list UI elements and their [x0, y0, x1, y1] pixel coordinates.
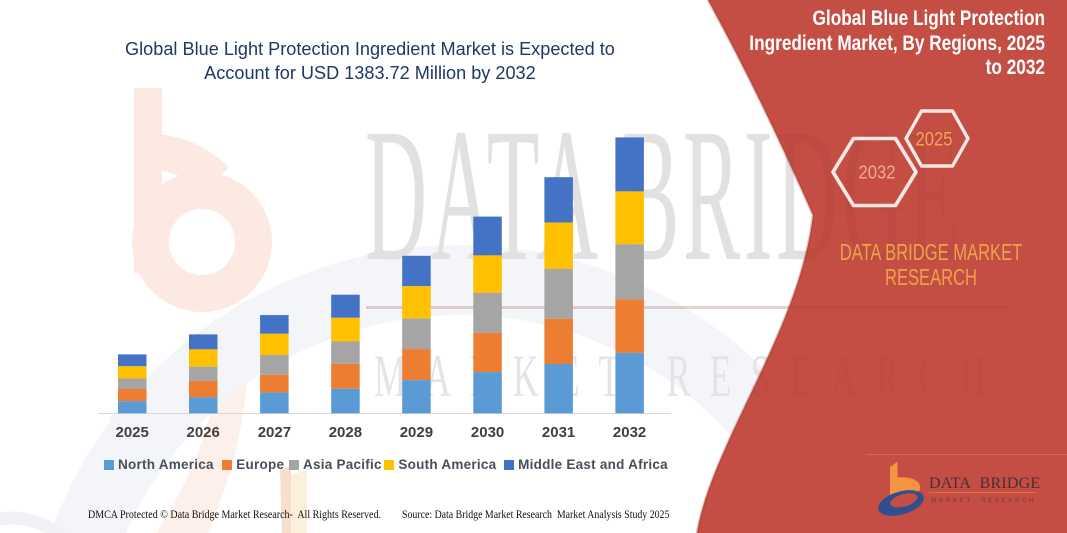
- svg-text:2032: 2032: [859, 163, 896, 183]
- svg-text:2025: 2025: [916, 130, 953, 151]
